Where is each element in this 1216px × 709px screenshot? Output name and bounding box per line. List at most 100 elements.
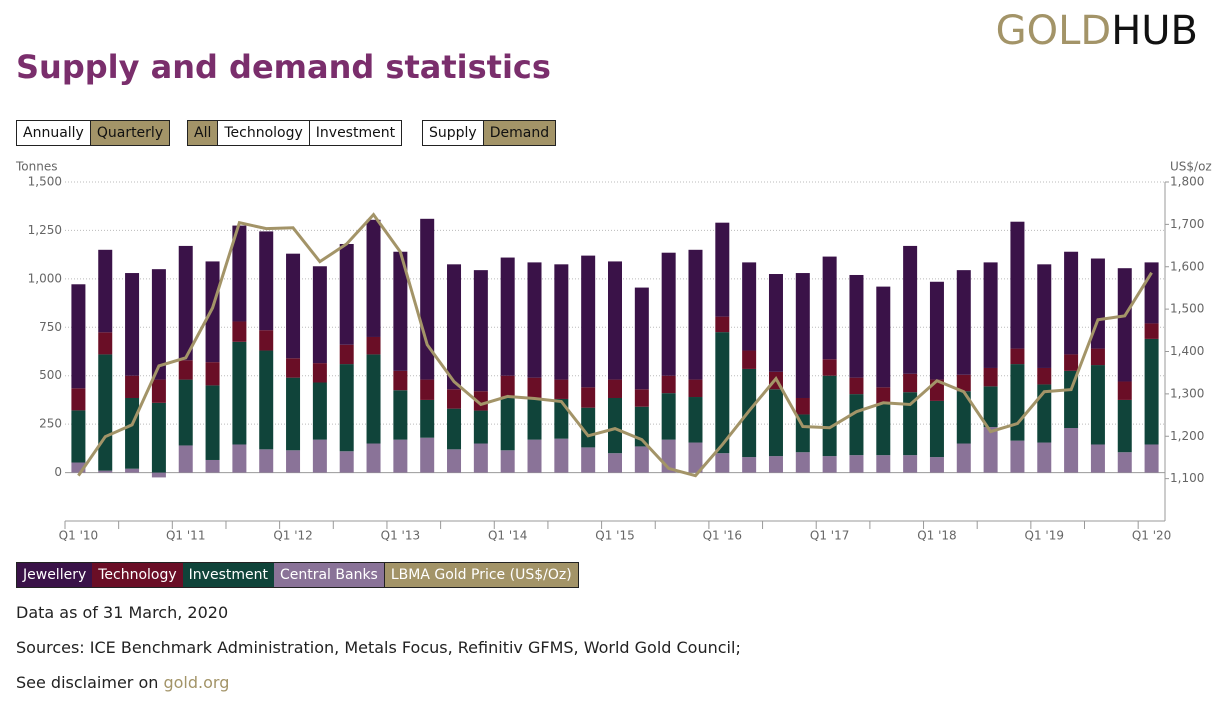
gold-link[interactable]: gold.org (163, 673, 230, 692)
bar-segment (366, 443, 381, 473)
bar-segment (1144, 444, 1159, 473)
bar-segment (473, 410, 488, 444)
bar-segment (608, 379, 622, 398)
bar-segment (661, 375, 676, 394)
category-button[interactable]: Investment (308, 120, 403, 146)
legend-item[interactable]: Central Banks (273, 563, 384, 587)
bar-segment (1090, 348, 1105, 366)
bar-segment (232, 321, 247, 342)
data-date: Data as of 31 March, 2020 (16, 603, 229, 622)
bar-segment (849, 274, 864, 378)
bar-segment (554, 379, 569, 399)
bar-segment (339, 364, 354, 452)
bar-segment (1037, 367, 1052, 385)
bar-segment (420, 379, 435, 400)
bar-segment (71, 462, 86, 473)
bar-segment (1037, 384, 1052, 443)
bar-segment (822, 375, 837, 457)
period-button[interactable]: Quarterly (89, 120, 171, 146)
y-tick-label: 1,250 (28, 223, 62, 237)
bar-segment (581, 387, 596, 408)
bar-segment (473, 270, 488, 392)
bar-segment (447, 449, 462, 473)
x-tick-label: Q1 '19 (1025, 529, 1064, 543)
bar-segment (1010, 348, 1025, 365)
bar-segment (1037, 264, 1052, 368)
bar-segment (286, 377, 301, 451)
bar-segment (259, 350, 274, 450)
y-tick-label: 500 (39, 368, 62, 382)
legend-item[interactable]: Investment (182, 563, 274, 587)
disclaimer-text: See disclaimer on (16, 673, 159, 692)
bar-segment (688, 397, 703, 443)
y-axis-label: Tonnes (15, 160, 57, 174)
bar-segment (876, 387, 891, 404)
y2-axis-label: US$/oz (1170, 160, 1212, 174)
bar-segment (1117, 399, 1132, 453)
bar-segment (259, 330, 274, 351)
y2-tick-label: 1,800 (1170, 175, 1204, 189)
legend-item[interactable]: Technology (92, 563, 183, 587)
side-button[interactable]: Demand (482, 120, 557, 146)
chart: Tonnes US$/oz 0 250 500 750 1,000 1,250 1,500 1… (15, 160, 1212, 543)
bar-segment (876, 455, 891, 473)
bar-segment (581, 407, 596, 448)
bar-segment (581, 255, 596, 388)
x-tick-label: Q1 '11 (166, 529, 205, 543)
bar-segment (151, 472, 166, 478)
side-toggle: Supply Demand (422, 120, 557, 146)
bar-segment (1144, 323, 1159, 339)
bar-segment (1064, 354, 1079, 371)
legend-item[interactable]: Jewellery (17, 563, 93, 587)
bar-segment (929, 400, 944, 458)
bar-segment (312, 439, 327, 473)
bar-segment (527, 439, 542, 473)
y2-tick-label: 1,200 (1170, 429, 1204, 443)
disclaimer: See disclaimer on gold.org (16, 673, 229, 692)
page-title: Supply and demand statistics (16, 48, 551, 86)
bar-segment (527, 397, 542, 440)
y2-tick-label: 1,400 (1170, 344, 1204, 358)
bar-segment (822, 359, 837, 376)
x-tick-label: Q1 '10 (59, 529, 98, 543)
bar-segment (1090, 365, 1105, 445)
bar-segment (420, 218, 435, 380)
bar-segment (1010, 440, 1025, 473)
legend-item[interactable]: LBMA Gold Price (US$/Oz) (383, 563, 578, 587)
bar-segment (339, 243, 354, 345)
category-toggle: All Technology Investment (187, 120, 403, 146)
bar-segment (393, 370, 408, 391)
bar-segment (473, 443, 488, 473)
bar-segment (420, 399, 435, 438)
bar-segment (1144, 262, 1159, 324)
y-tick-label: 750 (39, 320, 62, 334)
bar-segment (929, 281, 944, 380)
bar-segment (259, 231, 274, 331)
bar-segment (608, 261, 622, 380)
bar-segment (259, 449, 274, 473)
bar-segment (983, 427, 998, 473)
bar-segment (956, 443, 971, 473)
bar-segment (125, 468, 140, 473)
bar-segment (1117, 381, 1132, 400)
period-toggle: Annually Quarterly (16, 120, 171, 146)
bar-segment (151, 379, 166, 403)
bar-segment (366, 354, 381, 444)
y-tick-label: 1,000 (28, 271, 62, 285)
bar-segment (232, 341, 247, 445)
bar-segment (581, 447, 596, 473)
side-button[interactable]: Supply (422, 120, 484, 146)
bar-segment (286, 358, 301, 378)
bar-segment (929, 457, 944, 473)
x-tick-label: Q1 '13 (381, 529, 420, 543)
bar-segment (849, 455, 864, 473)
sources: Sources: ICE Benchmark Administration, M… (16, 638, 741, 657)
bar-segment (447, 264, 462, 390)
bar-segment (1010, 364, 1025, 441)
bar-segment (608, 397, 622, 454)
bar-segment (1010, 221, 1025, 349)
bar-segment (151, 402, 166, 473)
bar-segment (554, 438, 569, 473)
bar-segment (178, 360, 193, 380)
bar-segment (312, 363, 327, 383)
